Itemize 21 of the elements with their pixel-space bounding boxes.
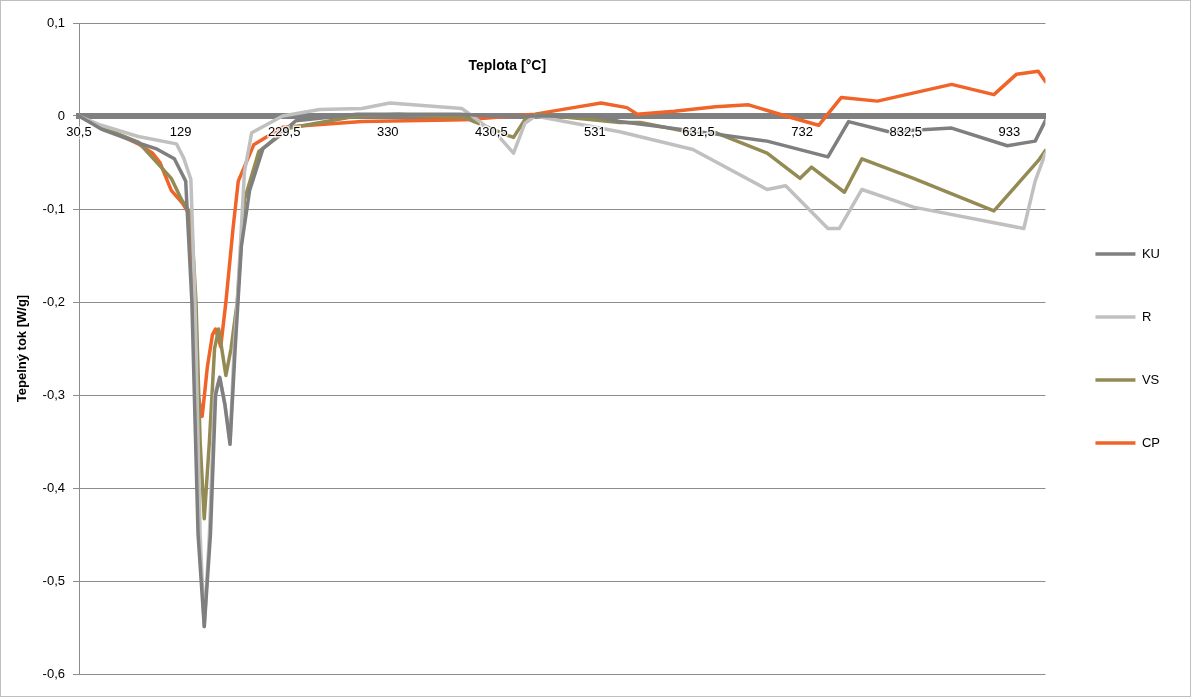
legend-label: CP <box>1141 434 1160 450</box>
y-tick-label: -0,4 <box>42 479 65 495</box>
x-tick-label: 30,5 <box>66 123 92 139</box>
legend-label: VS <box>1141 371 1160 387</box>
x-tick-label: 531 <box>584 123 606 139</box>
y-tick-label: -0,2 <box>42 293 65 309</box>
x-tick-label: 933 <box>998 123 1021 139</box>
x-tick-label: 330 <box>376 123 399 139</box>
y-axis-title: Tepelný tok [W/g] <box>14 294 30 403</box>
x-tick-label: 832,5 <box>889 123 923 139</box>
y-tick-label: -0,6 <box>42 665 65 681</box>
y-tick-label: -0,3 <box>42 386 65 402</box>
y-tick-label: 0 <box>57 107 65 123</box>
legend-label: R <box>1141 308 1152 324</box>
y-tick-label: 0,1 <box>46 14 65 30</box>
y-tick-label: -0,5 <box>42 572 65 588</box>
x-tick-label: 129 <box>169 123 192 139</box>
x-tick-label: 732 <box>791 123 814 139</box>
x-axis-title: Teplota [°C] <box>468 56 547 73</box>
y-tick-label: -0,1 <box>42 200 65 216</box>
legend-label: KU <box>1141 245 1160 261</box>
